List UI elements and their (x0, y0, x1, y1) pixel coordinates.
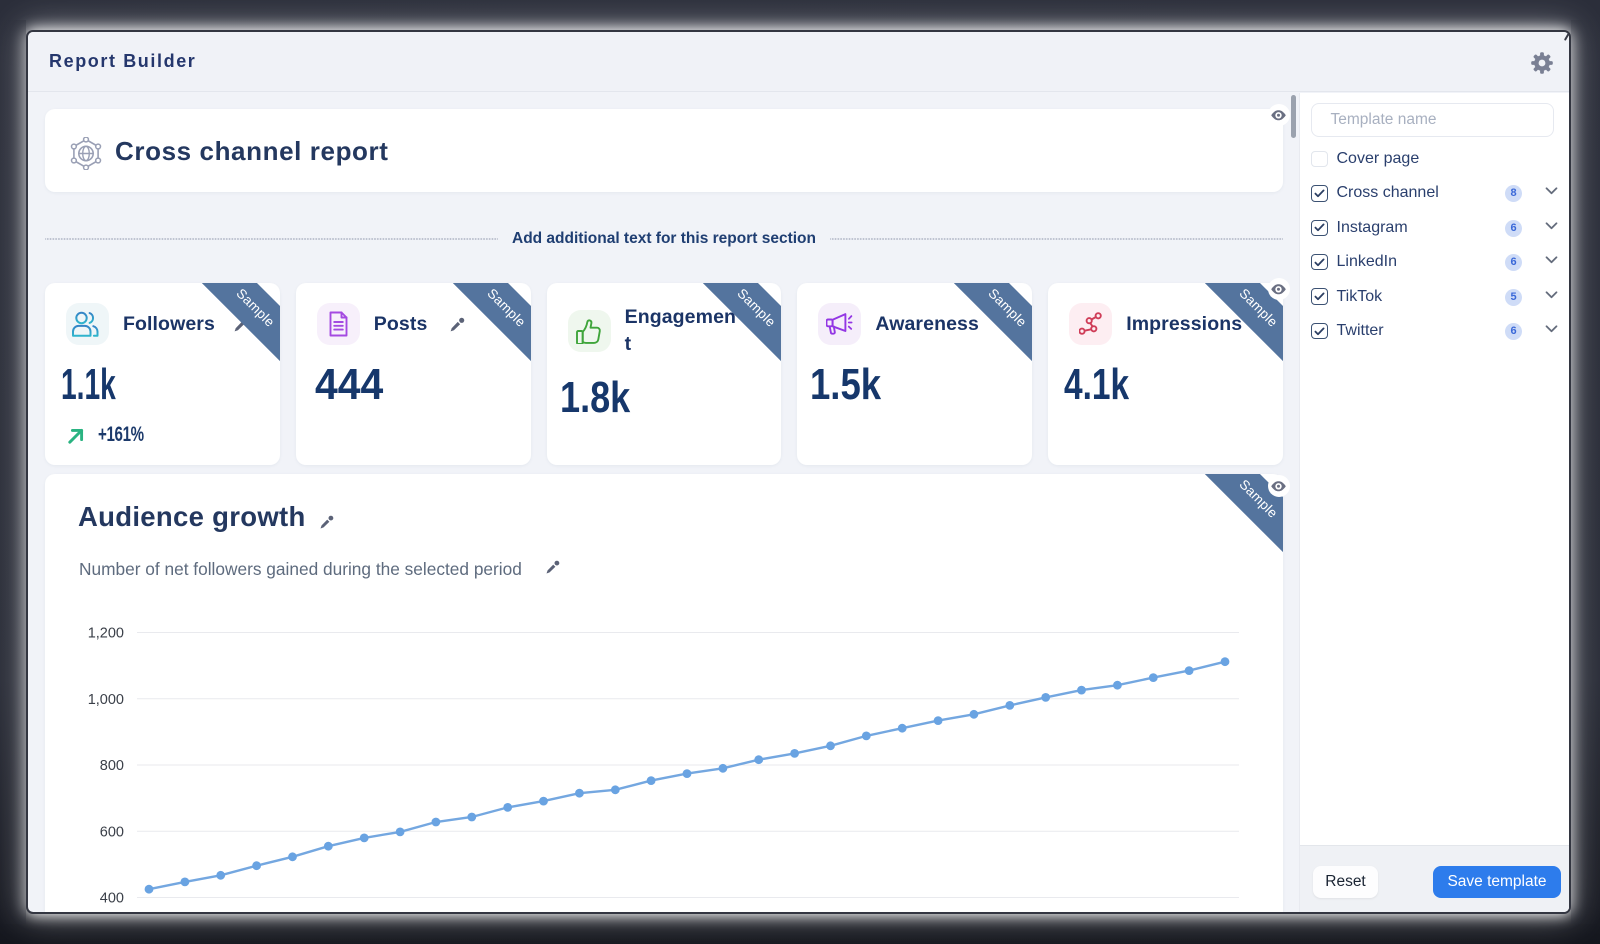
svg-text:1,000: 1,000 (88, 692, 124, 708)
svg-text:1,200: 1,200 (88, 626, 124, 642)
svg-text:800: 800 (100, 758, 124, 774)
svg-text:600: 600 (100, 824, 124, 840)
svg-text:400: 400 (100, 891, 124, 907)
